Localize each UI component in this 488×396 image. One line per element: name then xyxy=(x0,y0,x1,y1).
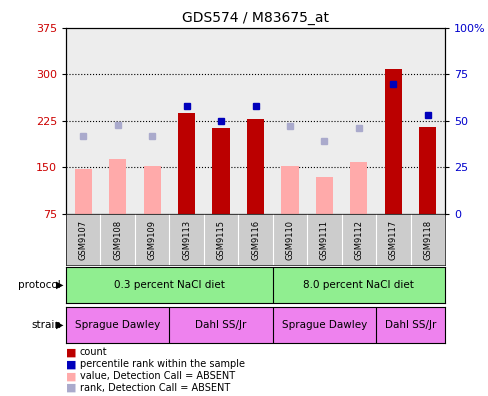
Text: GSM9113: GSM9113 xyxy=(182,219,191,260)
Bar xyxy=(109,159,126,214)
Text: GSM9116: GSM9116 xyxy=(250,219,260,260)
Bar xyxy=(246,119,264,214)
Text: ▶: ▶ xyxy=(56,280,63,290)
Text: GSM9110: GSM9110 xyxy=(285,219,294,260)
Text: GSM9111: GSM9111 xyxy=(319,219,328,260)
Title: GDS574 / M83675_at: GDS574 / M83675_at xyxy=(182,11,328,25)
Text: ■: ■ xyxy=(66,347,76,358)
Text: GSM9117: GSM9117 xyxy=(388,219,397,260)
Text: strain: strain xyxy=(31,320,61,330)
Text: Sprague Dawley: Sprague Dawley xyxy=(281,320,366,330)
Bar xyxy=(203,28,238,214)
Bar xyxy=(178,113,195,214)
Bar xyxy=(410,28,444,214)
Text: ■: ■ xyxy=(66,383,76,393)
Text: protocol: protocol xyxy=(19,280,61,290)
Text: GSM9109: GSM9109 xyxy=(147,219,156,260)
Text: 0.3 percent NaCl diet: 0.3 percent NaCl diet xyxy=(114,280,224,290)
Text: percentile rank within the sample: percentile rank within the sample xyxy=(80,359,244,369)
Bar xyxy=(306,28,341,214)
Text: GSM9107: GSM9107 xyxy=(79,219,87,260)
Text: ■: ■ xyxy=(66,371,76,381)
Bar xyxy=(272,28,306,214)
Text: count: count xyxy=(80,347,107,358)
Bar xyxy=(212,128,229,214)
Bar xyxy=(169,28,203,214)
Text: 8.0 percent NaCl diet: 8.0 percent NaCl diet xyxy=(303,280,413,290)
Text: GSM9118: GSM9118 xyxy=(423,219,431,260)
Text: GSM9108: GSM9108 xyxy=(113,219,122,260)
Text: rank, Detection Call = ABSENT: rank, Detection Call = ABSENT xyxy=(80,383,229,393)
Bar xyxy=(384,69,401,214)
Bar xyxy=(143,166,161,214)
Text: Sprague Dawley: Sprague Dawley xyxy=(75,320,160,330)
Text: ▶: ▶ xyxy=(56,320,63,330)
Bar xyxy=(75,169,92,214)
Bar xyxy=(315,177,332,214)
Text: ■: ■ xyxy=(66,359,76,369)
Bar xyxy=(135,28,169,214)
Text: value, Detection Call = ABSENT: value, Detection Call = ABSENT xyxy=(80,371,234,381)
Text: Dahl SS/Jr: Dahl SS/Jr xyxy=(384,320,435,330)
Text: GSM9112: GSM9112 xyxy=(354,219,363,260)
Bar xyxy=(341,28,375,214)
Text: Dahl SS/Jr: Dahl SS/Jr xyxy=(195,320,246,330)
Bar xyxy=(238,28,272,214)
Text: GSM9115: GSM9115 xyxy=(216,219,225,260)
Bar xyxy=(100,28,135,214)
Bar xyxy=(418,127,435,214)
Bar xyxy=(349,162,366,214)
Bar xyxy=(66,28,100,214)
Bar xyxy=(375,28,410,214)
Bar xyxy=(281,166,298,214)
